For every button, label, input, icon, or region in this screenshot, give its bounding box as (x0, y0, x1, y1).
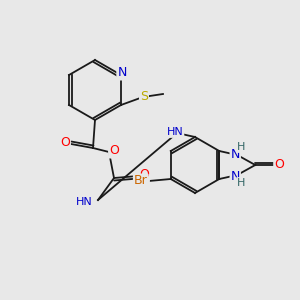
Text: HN: HN (76, 197, 93, 207)
Text: O: O (139, 169, 149, 182)
Text: HN: HN (167, 127, 183, 137)
Text: Br: Br (134, 175, 148, 188)
Text: S: S (140, 91, 148, 103)
Text: H: H (237, 142, 245, 152)
Text: H: H (237, 178, 245, 188)
Text: N: N (117, 67, 127, 80)
Text: N: N (231, 148, 240, 160)
Text: O: O (274, 158, 284, 172)
Text: O: O (60, 136, 70, 149)
Text: N: N (231, 169, 240, 182)
Text: O: O (109, 145, 119, 158)
